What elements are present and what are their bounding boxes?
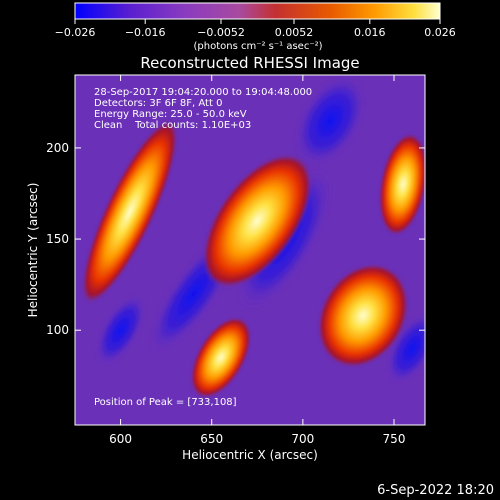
y-axis-ticks: 100 150 200 [46,141,425,337]
annotation-peak-position: Position of Peak = [733,108] [94,397,237,408]
x-tick-label: 750 [383,432,406,446]
colorbar [74,2,441,20]
y-tick-label: 150 [46,232,69,246]
annotation-clean-counts: Clean Total counts: 1.10E+03 [94,120,252,131]
heatmap-source [190,317,251,398]
y-axis-label: Heliocentric Y (arcsec) [26,183,40,318]
x-tick-label: 600 [109,432,132,446]
heatmap-image [75,75,425,425]
colorbar-ticks: −0.026 −0.016 −0.0052 0.0052 0.016 0.026 [55,19,456,39]
y-tick-label: 100 [46,323,69,337]
colorbar-tick-label: 0.026 [424,26,456,39]
colorbar-unit-label: (photons cm⁻² s⁻¹ asec⁻²) [193,41,322,52]
x-tick-label: 650 [200,432,223,446]
footer-date: 6-Sep-2022 18:20 [377,483,494,498]
heatmap-source [379,133,425,236]
heatmap-source [81,119,178,305]
colorbar-tick-label: −0.016 [125,26,166,39]
y-tick-label: 200 [46,141,69,155]
colorbar-tick-label: 0.0052 [275,26,314,39]
x-tick-label: 700 [291,432,314,446]
colorbar-tick-label: 0.016 [354,26,386,39]
x-axis-ticks: 600 650 700 750 [109,75,405,446]
chart-title: Reconstructed RHESSI Image [140,54,359,72]
plot-frame [74,74,426,426]
heatmap-negative-region [95,294,146,366]
heatmap-source [317,263,409,368]
annotation-time-range: 28-Sep-2017 19:04:20.000 to 19:04:48.000 [94,87,313,98]
x-axis-label: Heliocentric X (arcsec) [182,448,318,462]
annotation-detectors: Detectors: 3F 6F 8F, Att 0 [94,98,223,109]
colorbar-tick-label: −0.026 [55,26,96,39]
heatmap-source [202,153,313,289]
heatmap-negative-region [294,75,367,167]
colorbar-tick-label: −0.0052 [197,26,245,39]
annotation-energy-range: Energy Range: 25.0 - 50.0 keV [94,109,247,120]
heatmap-negative-region [385,312,425,385]
